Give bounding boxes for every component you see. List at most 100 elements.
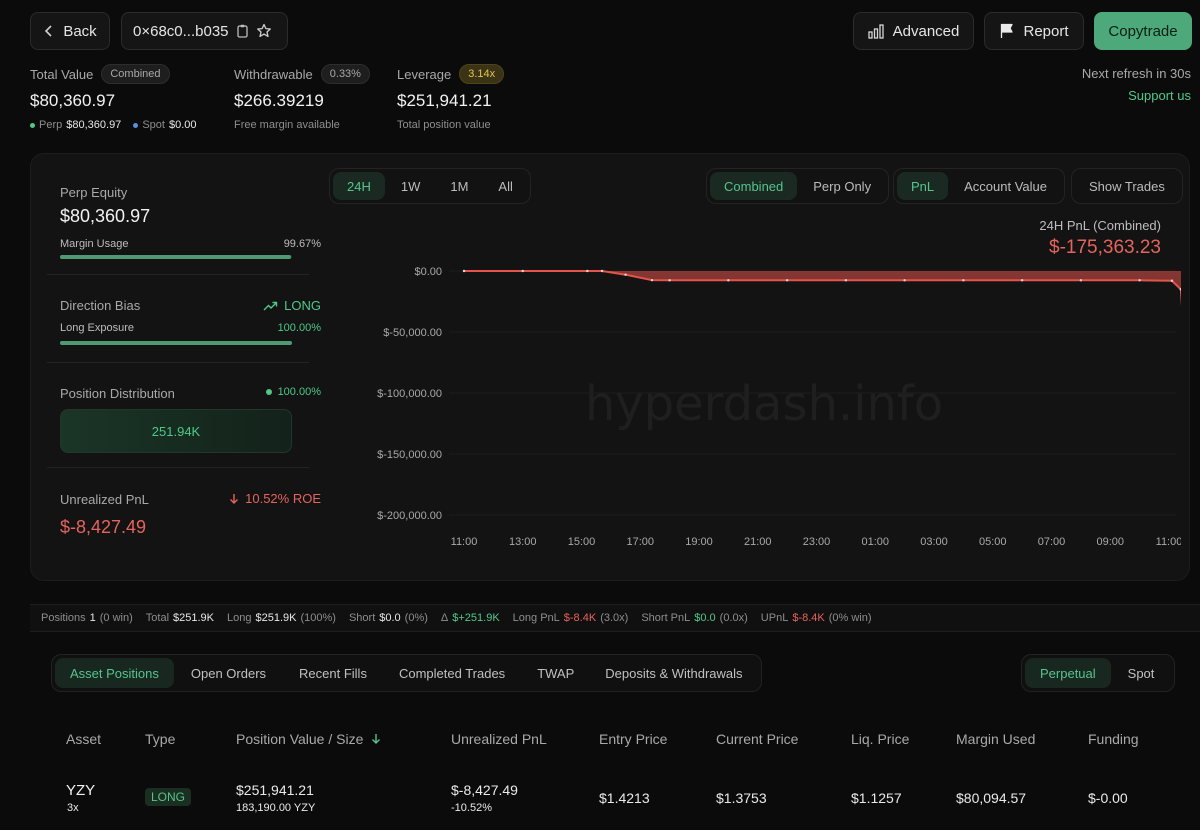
spot-label: Spot xyxy=(142,119,165,131)
copytrade-button[interactable]: Copytrade xyxy=(1094,12,1192,50)
report-button[interactable]: Report xyxy=(984,12,1084,50)
stat-long-pnl-note: (3.0x) xyxy=(600,612,629,624)
long-exposure-label: Long Exposure xyxy=(60,322,134,334)
stat-upnl-label: UPnL xyxy=(760,612,789,624)
col-margin-used[interactable]: Margin Used xyxy=(956,731,1036,747)
x-tick-label: 23:00 xyxy=(803,536,831,548)
col-position-value[interactable]: Position Value / Size xyxy=(236,731,381,747)
copy-icon[interactable] xyxy=(236,24,249,39)
positions-stats-strip: Positions 1 (0 win) Total $251.9K Long $… xyxy=(30,604,1200,632)
tab-recent-fills[interactable]: Recent Fills xyxy=(299,665,367,681)
metric-pnl[interactable]: PnL xyxy=(897,172,949,200)
perp-value: $80,360.97 xyxy=(66,119,122,131)
perp-equity-value: $80,360.97 xyxy=(60,206,151,226)
stat-short-label: Short xyxy=(348,612,376,624)
row-margin-used: $80,094.57 xyxy=(956,790,1027,806)
tab-open-orders[interactable]: Open Orders xyxy=(190,665,267,681)
col-unrealized-pnl[interactable]: Unrealized PnL xyxy=(451,731,547,747)
mode-perp-only[interactable]: Perp Only xyxy=(813,178,872,194)
address-box: 0×68c0...b035 xyxy=(121,12,288,50)
margin-usage-value: 99.67% xyxy=(283,238,321,250)
time-range-selector: 24H 1W 1M All xyxy=(329,168,531,204)
combined-badge: Combined xyxy=(101,64,170,84)
data-point xyxy=(668,279,671,282)
long-exposure-fill xyxy=(60,341,292,345)
time-range-all[interactable]: All xyxy=(498,178,513,194)
time-range-24h[interactable]: 24H xyxy=(333,172,385,200)
y-tick-label: $-50,000.00 xyxy=(383,327,442,339)
x-tick-label: 19:00 xyxy=(685,536,713,548)
tab-spot[interactable]: Spot xyxy=(1127,665,1155,681)
stat-long-note: (100%) xyxy=(300,612,336,624)
pnl-chart: hyperdash.info $0.00 $-50,000.00 $-100,000… xyxy=(377,266,1181,548)
tab-deposits-withdrawals[interactable]: Deposits & Withdrawals xyxy=(605,665,743,681)
total-value-block: Total Value Combined $80,360.97 Perp $80… xyxy=(30,64,196,131)
row-liq-price: $1.1257 xyxy=(851,790,902,806)
stat-short-note: (0%) xyxy=(404,612,428,624)
star-icon[interactable] xyxy=(256,23,272,39)
report-label: Report xyxy=(1023,22,1069,40)
advanced-button[interactable]: Advanced xyxy=(853,12,974,50)
data-point xyxy=(1170,279,1174,282)
flag-icon xyxy=(999,23,1015,39)
position-distribution-label: Position Distribution xyxy=(60,386,175,401)
data-point xyxy=(600,269,604,273)
sort-down-icon xyxy=(371,733,381,745)
x-tick-label: 09:00 xyxy=(1096,536,1124,548)
col-type[interactable]: Type xyxy=(145,731,176,747)
stat-positions-value: 1 xyxy=(89,612,96,624)
unrealized-pnl-value: $-8,427.49 xyxy=(60,517,147,537)
leverage-value: $251,941.21 xyxy=(397,91,492,110)
col-position-value-label: Position Value / Size xyxy=(236,731,364,747)
back-button[interactable]: Back xyxy=(30,12,110,50)
col-funding[interactable]: Funding xyxy=(1088,731,1139,747)
show-trades-button[interactable]: Show Trades xyxy=(1071,168,1183,204)
position-distribution-bar: 251.94K xyxy=(60,409,292,453)
col-asset[interactable]: Asset xyxy=(66,731,102,747)
margin-usage-fill xyxy=(60,255,292,259)
row-asset: YZY xyxy=(66,782,96,799)
unrealized-pnl-label: Unrealized PnL xyxy=(60,492,149,507)
mode-selector: Combined Perp Only xyxy=(706,168,890,204)
market-tabs: Perpetual Spot xyxy=(1021,654,1176,692)
x-tick-label: 17:00 xyxy=(626,536,654,548)
tab-perpetual[interactable]: Perpetual xyxy=(1025,658,1111,688)
x-tick-label: 01:00 xyxy=(861,536,889,548)
data-point xyxy=(1020,279,1024,282)
metric-account-value[interactable]: Account Value xyxy=(964,178,1048,194)
withdrawable-sub: Free margin available xyxy=(234,119,340,131)
y-tick-label: $0.00 xyxy=(414,266,442,278)
stat-long-value: $251.9K xyxy=(255,612,297,624)
stat-upnl-note: (0% win) xyxy=(828,612,872,624)
stat-upnl-value: $-8.4K xyxy=(792,612,825,624)
row-unrealized-pct: -10.52% xyxy=(451,802,492,814)
stat-positions-note: (0 win) xyxy=(99,612,133,624)
data-point xyxy=(650,278,654,282)
tab-twap[interactable]: TWAP xyxy=(537,665,575,681)
withdrawable-label: Withdrawable xyxy=(234,66,313,82)
show-trades-label: Show Trades xyxy=(1089,178,1165,194)
direction-bias-label: Direction Bias xyxy=(60,298,141,313)
row-current-price: $1.3753 xyxy=(716,790,767,806)
withdrawable-block: Withdrawable 0.33% $266.39219 Free margi… xyxy=(234,64,370,131)
col-entry-price[interactable]: Entry Price xyxy=(599,731,668,747)
data-point xyxy=(785,279,789,282)
tab-completed-trades[interactable]: Completed Trades xyxy=(398,665,506,681)
stat-short-value: $0.0 xyxy=(379,612,401,624)
tab-asset-positions[interactable]: Asset Positions xyxy=(55,658,174,688)
support-link[interactable]: Support us xyxy=(1128,88,1191,103)
mode-combined[interactable]: Combined xyxy=(710,172,798,200)
row-funding: $-0.00 xyxy=(1088,790,1128,806)
stat-long-label: Long xyxy=(227,612,252,624)
margin-usage-label: Margin Usage xyxy=(60,238,129,250)
col-liq-price[interactable]: Liq. Price xyxy=(851,731,910,747)
chevron-left-icon xyxy=(43,24,55,38)
withdrawable-value: $266.39219 xyxy=(234,91,324,110)
time-range-1w[interactable]: 1W xyxy=(400,178,421,194)
data-point xyxy=(624,273,627,276)
y-tick-label: $-200,000.00 xyxy=(377,510,442,522)
leverage-label: Leverage xyxy=(397,66,452,82)
col-current-price[interactable]: Current Price xyxy=(716,731,799,747)
stat-total-value: $251.9K xyxy=(173,612,215,624)
time-range-1m[interactable]: 1M xyxy=(450,178,469,194)
